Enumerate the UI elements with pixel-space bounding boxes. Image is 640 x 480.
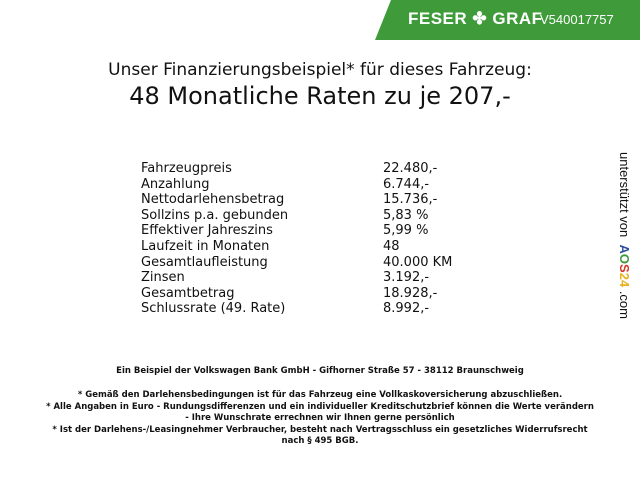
row-label: Anzahlung [141, 176, 210, 192]
page-title: Unser Finanzierungsbeispiel* für dieses … [108, 60, 532, 80]
sponsor-note: unterstützt von AOS24 .com [617, 152, 632, 319]
table-row: Laufzeit in Monaten 48 [141, 239, 481, 255]
row-value: 40.000 KM [383, 254, 453, 270]
header-banner [375, 0, 640, 40]
footnote-3b: nach § 495 BGB. [281, 436, 359, 446]
table-row: Effektiver Jahreszins 5,99 % [141, 223, 481, 239]
row-value: 48 [383, 238, 400, 254]
monthly-rate-title: 48 Monatliche Raten zu je 207,- [129, 82, 511, 110]
vehicle-code: V540017757 [540, 12, 614, 27]
sponsor-suffix: .com [617, 290, 632, 319]
row-label: Nettodarlehensbetrag [141, 192, 285, 208]
row-value: 5,83 % [383, 207, 429, 223]
row-label: Effektiver Jahreszins [141, 223, 273, 239]
row-value: 3.192,- [383, 270, 430, 286]
row-value: 6.744,- [383, 176, 430, 192]
row-label: Sollzins p.a. gebunden [141, 207, 289, 223]
row-value: 5,99 % [383, 223, 429, 239]
row-label: Schlussrate (49. Rate) [141, 301, 286, 317]
footnote-1: * Gemäß den Darlehensbedingungen ist für… [77, 390, 563, 400]
row-label: Laufzeit in Monaten [141, 238, 270, 254]
table-row: Schlussrate (49. Rate) 8.992,- [141, 301, 481, 317]
table-row: Gesamtbetrag 18.928,- [141, 286, 481, 302]
row-value: 22.480,- [383, 161, 438, 176]
row-value: 8.992,- [383, 301, 430, 317]
table-row: Nettodarlehensbetrag 15.736,- [141, 192, 481, 208]
row-label: Zinsen [141, 270, 185, 286]
table-row: Fahrzeugpreis 22.480,- [141, 161, 481, 177]
table-row: Gesamtlaufleistung 40.000 KM [141, 255, 481, 271]
footnote-3a: * Ist der Darlehens-/Leasingnehmer Verbr… [52, 425, 588, 435]
footnote-2b: - Ihre Wunschrate errechnen wir Ihnen ge… [185, 413, 455, 423]
row-label: Gesamtbetrag [141, 285, 235, 301]
bank-info: Ein Beispiel der Volkswagen Bank GmbH - … [116, 366, 524, 376]
table-row: Sollzins p.a. gebunden 5,83 % [141, 208, 481, 224]
footnote-2a: * Alle Angaben in Euro - Rundungsdiffere… [46, 402, 594, 412]
table-row: Zinsen 3.192,- [141, 270, 481, 286]
aos24-logo: AOS24 [617, 244, 632, 288]
row-label: Fahrzeugpreis [141, 161, 232, 176]
brand-logo: FESER ✤ GRAF [408, 9, 543, 28]
sponsor-text: unterstützt von [617, 152, 632, 238]
table-row: Anzahlung 6.744,- [141, 177, 481, 193]
row-label: Gesamtlaufleistung [141, 254, 268, 270]
finance-table: Fahrzeugpreis 22.480,- Anzahlung 6.744,- Net… [141, 161, 481, 317]
row-value: 18.928,- [383, 285, 438, 301]
row-value: 15.736,- [383, 192, 438, 208]
